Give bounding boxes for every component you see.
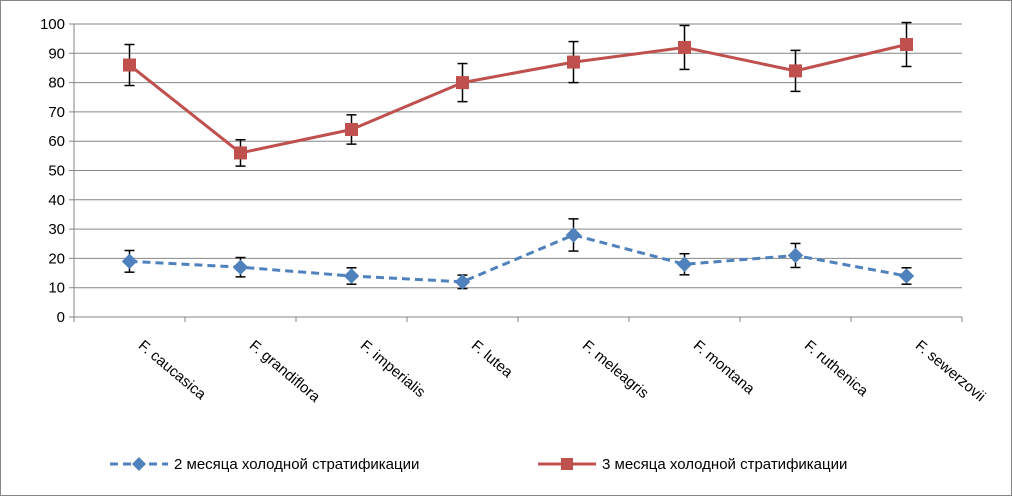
data-point (678, 40, 691, 54)
category-label: F. sewerzovii (912, 337, 989, 405)
data-point (898, 268, 915, 284)
data-point (900, 38, 913, 52)
legend: 2 месяца холодной стратификации 3 месяца … (110, 456, 847, 473)
y-tick-label: 50 (48, 163, 65, 180)
category-label: F. ruthenica (801, 337, 872, 400)
legend-item-1: 2 месяца холодной стратификации (110, 456, 419, 473)
data-point (121, 253, 138, 270)
y-tick-label: 0 (57, 309, 65, 326)
data-point (676, 256, 693, 272)
data-point (234, 146, 247, 160)
series-1 (121, 218, 915, 290)
legend-marker (132, 457, 146, 471)
y-tick-label: 30 (48, 221, 65, 238)
data-point (567, 55, 580, 69)
series-line (128, 43, 907, 155)
series-layer (121, 21, 915, 290)
gridlines (74, 23, 962, 318)
category-label: F. montana (690, 337, 758, 398)
y-tick-label: 70 (48, 104, 65, 121)
data-point (456, 76, 469, 90)
data-point (345, 122, 358, 136)
category-label: F. caucasica (135, 337, 210, 403)
series-2 (123, 21, 913, 167)
data-point (454, 274, 471, 290)
category-label: F. grandiflora (246, 337, 324, 406)
category-label: F. imperialis (357, 337, 429, 401)
y-tick-label: 10 (48, 280, 65, 297)
y-tick-label: 20 (48, 250, 65, 267)
data-point (787, 247, 804, 264)
data-point (123, 58, 136, 72)
data-point (565, 227, 582, 243)
y-tick-label: 80 (48, 75, 65, 92)
data-point (232, 259, 249, 275)
legend-marker (561, 458, 573, 470)
y-tick-label: 100 (40, 16, 65, 33)
legend-item-2: 3 месяца холодной стратификации (538, 456, 847, 473)
category-label: F. lutea (468, 337, 516, 382)
y-tick-label: 40 (48, 192, 65, 209)
series-line (129, 233, 907, 284)
legend-label: 3 месяца холодной стратификации (602, 456, 847, 473)
legend-label: 2 месяца холодной стратификации (174, 456, 419, 473)
data-point (343, 268, 360, 284)
y-tick-label: 60 (48, 133, 65, 150)
y-tick-label: 90 (48, 45, 65, 62)
data-point (789, 64, 802, 78)
category-label: F. meleagris (579, 337, 652, 402)
